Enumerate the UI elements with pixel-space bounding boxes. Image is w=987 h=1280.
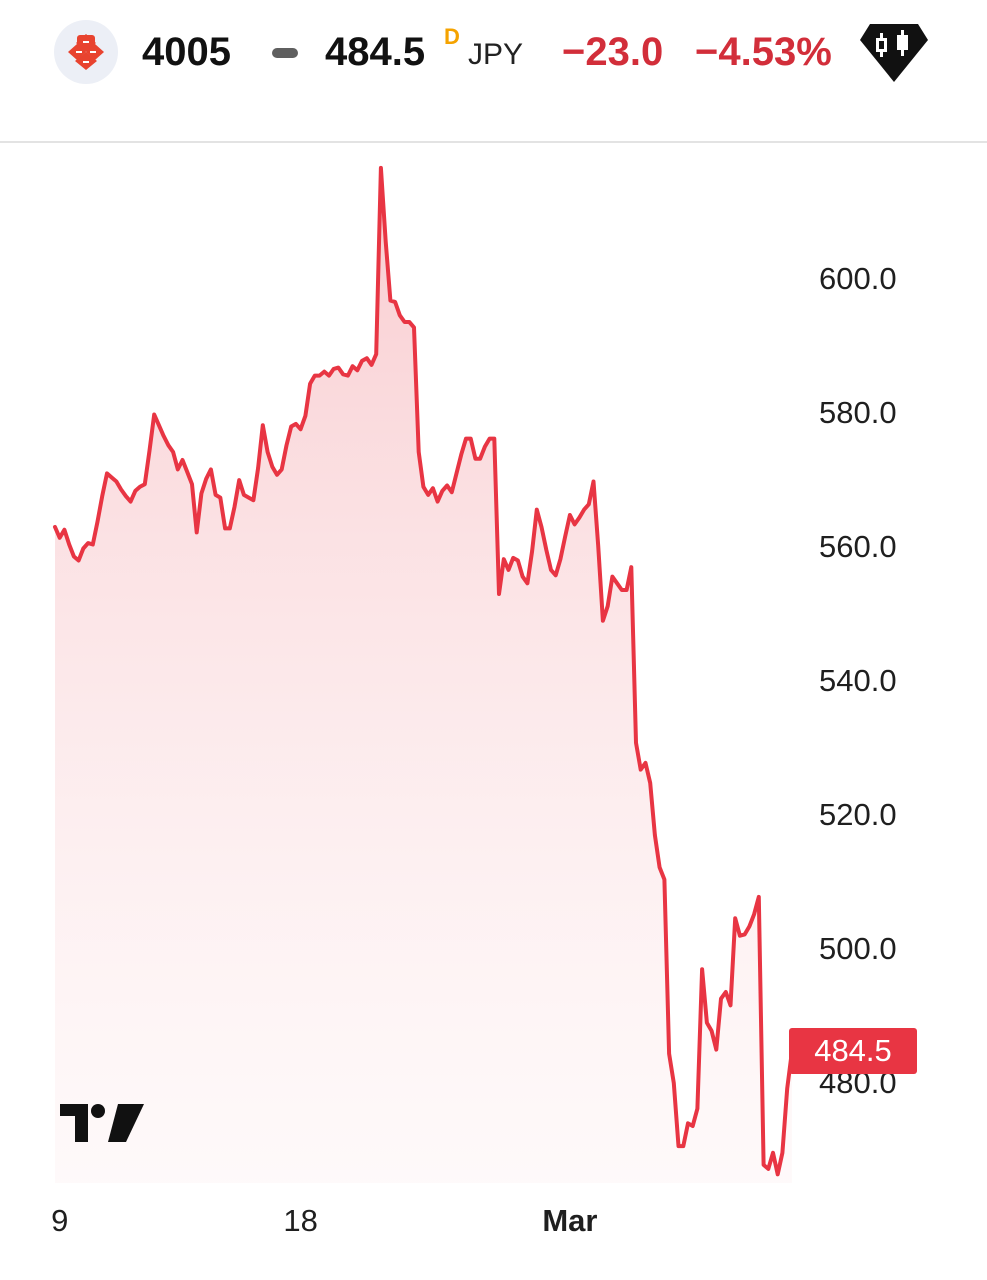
ticker-symbol[interactable]: 4005 [142, 30, 231, 74]
y-tick-label: 560.0 [819, 529, 897, 564]
separator-dash [272, 48, 298, 58]
x-tick-label: 9 [51, 1203, 68, 1238]
y-tick-label: 540.0 [819, 663, 897, 698]
y-tick-label: 520.0 [819, 797, 897, 832]
company-logo [54, 20, 118, 84]
tradingview-logo-icon [60, 1104, 144, 1142]
chart-type-button[interactable] [856, 20, 932, 88]
price-change-percent: −4.53% [695, 30, 832, 74]
x-tick-label: 18 [283, 1203, 317, 1238]
last-price: 484.5 [325, 30, 426, 74]
x-tick-label: Mar [542, 1203, 597, 1238]
currency-code: JPY [468, 38, 524, 71]
header-divider [0, 141, 987, 143]
delay-flag: D [444, 24, 460, 49]
y-tick-label: 580.0 [819, 395, 897, 430]
last-price-label: 484.5 [789, 1028, 917, 1074]
price-area-fill [55, 167, 792, 1183]
y-tick-label: 500.0 [819, 931, 897, 966]
candlestick-icon [860, 24, 928, 82]
tradingview-logo [60, 1100, 144, 1144]
price-change: −23.0 [562, 30, 664, 74]
company-logo-icon [68, 34, 104, 70]
price-line [53, 165, 794, 1177]
quote-header: 4005 484.5 D JPY −23.0 −4.53% [0, 0, 987, 142]
time-axis: 9 18 Mar [51, 1203, 597, 1238]
y-tick-label: 600.0 [819, 261, 897, 296]
